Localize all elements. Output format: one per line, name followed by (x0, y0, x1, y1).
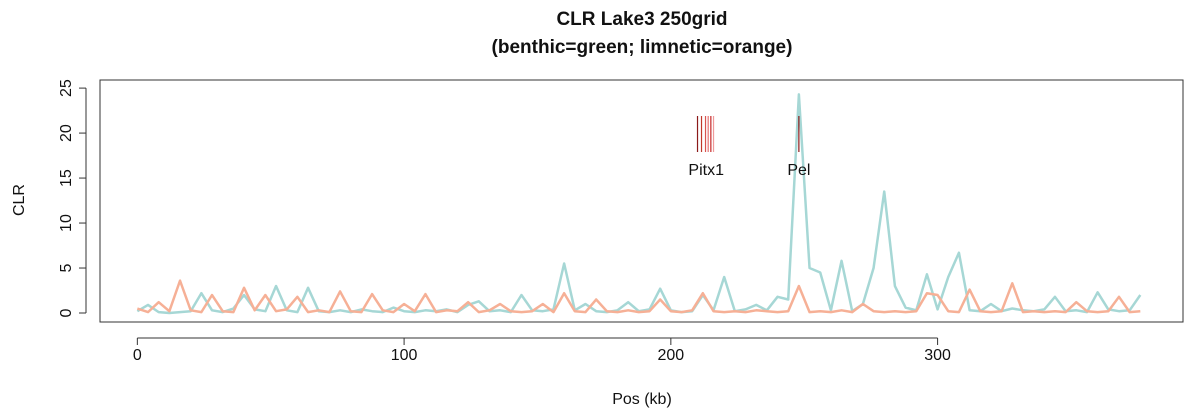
chart-subtitle: (benthic=green; limnetic=orange) (492, 37, 793, 58)
y-tick-label: 25 (58, 79, 75, 97)
series-line (136, 93, 1142, 315)
y-tick-label: 15 (58, 169, 75, 187)
chart-title: CLR Lake3 250grid (556, 9, 727, 30)
x-tick-label: 300 (924, 347, 951, 364)
y-axis-label: CLR (11, 184, 28, 216)
gene-label: Pel (787, 162, 810, 179)
plot-frame (99, 79, 1184, 323)
y-tick-label: 20 (58, 124, 75, 142)
x-tick-label: 0 (133, 347, 142, 364)
x-tick-label: 200 (657, 347, 684, 364)
y-tick-label: 5 (58, 263, 75, 272)
x-tick-label: 100 (391, 347, 418, 364)
y-tick-label: 0 (58, 308, 75, 317)
gene-label: Pitx1 (688, 162, 724, 179)
x-axis-label: Pos (kb) (612, 391, 672, 408)
y-tick-label: 10 (58, 214, 75, 232)
series-line (136, 279, 1141, 314)
